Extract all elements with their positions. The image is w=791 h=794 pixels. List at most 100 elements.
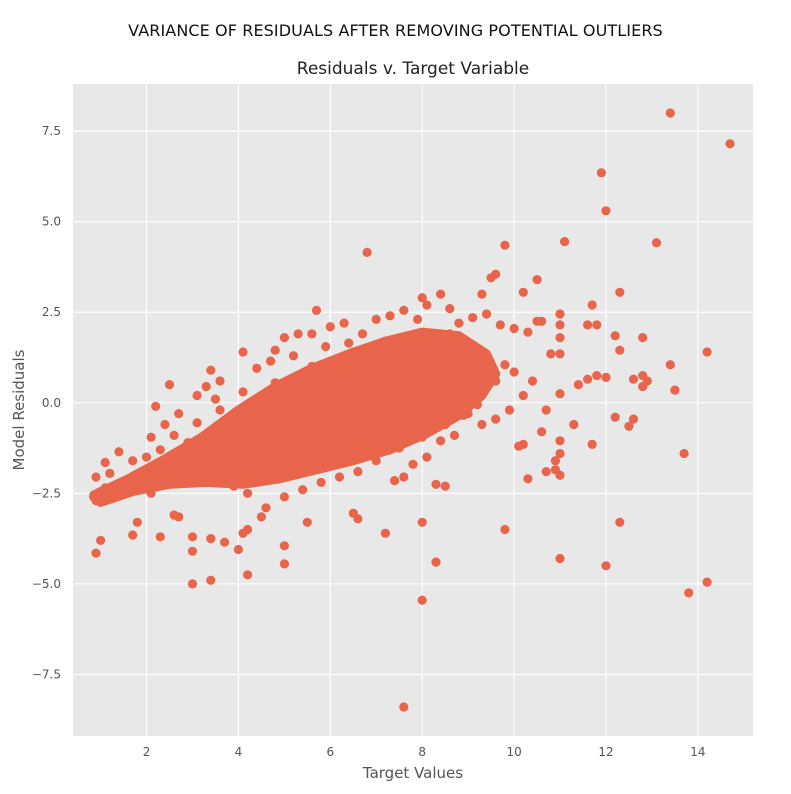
data-point	[279, 333, 289, 343]
data-point	[413, 314, 423, 324]
data-point	[550, 456, 561, 466]
data-point	[587, 439, 597, 449]
data-point	[408, 459, 418, 469]
data-point	[532, 275, 542, 285]
data-point	[477, 419, 487, 430]
x-tick-label: 12	[598, 745, 613, 759]
data-point	[339, 318, 349, 328]
data-point	[279, 541, 289, 551]
data-point	[702, 347, 712, 357]
data-point	[638, 333, 648, 343]
y-axis-title: Model Residuals	[10, 349, 28, 470]
data-point	[417, 293, 427, 303]
data-point	[500, 524, 510, 535]
figure-suptitle: VARIANCE OF RESIDUALS AFTER REMOVING POT…	[128, 21, 663, 40]
data-point	[569, 419, 579, 430]
data-point	[587, 300, 597, 310]
data-point	[518, 390, 528, 401]
data-point	[302, 517, 312, 527]
data-point	[155, 445, 165, 455]
data-point	[702, 577, 712, 587]
x-tick-label: 6	[326, 745, 334, 759]
data-point	[417, 517, 427, 527]
y-tick-label: 5.0	[42, 215, 61, 229]
data-point	[555, 320, 565, 330]
data-point	[615, 517, 625, 527]
data-point	[468, 313, 478, 323]
data-point	[601, 372, 611, 382]
data-point	[293, 329, 303, 339]
data-point	[431, 557, 441, 567]
data-point	[491, 414, 501, 424]
data-point	[192, 390, 202, 401]
data-point	[169, 430, 179, 440]
data-point	[486, 273, 496, 283]
data-point	[243, 488, 253, 498]
data-point	[316, 477, 326, 487]
data-point	[206, 534, 216, 544]
data-point	[541, 405, 551, 415]
data-point	[132, 517, 142, 527]
data-point	[215, 376, 225, 386]
data-point	[174, 409, 184, 419]
y-tick-label: −7.5	[32, 667, 61, 681]
data-point	[151, 401, 161, 411]
data-point	[252, 363, 262, 373]
data-point	[684, 588, 694, 598]
data-point	[160, 419, 170, 430]
y-tick-label: −5.0	[32, 577, 61, 591]
x-tick-label: 2	[143, 745, 151, 759]
data-point	[371, 314, 381, 324]
data-point	[555, 448, 565, 459]
data-point	[601, 561, 611, 571]
data-point	[91, 472, 101, 482]
data-point	[481, 309, 492, 319]
data-point	[537, 427, 547, 437]
y-tick-label: 2.5	[42, 305, 61, 319]
tick-labels: 2 4 6 8 10 12 14 −7.5 −5.0 −2.5 0.0 2.5 5.0 7.5	[32, 124, 706, 759]
data-point	[610, 412, 620, 422]
data-point	[555, 349, 565, 359]
data-point	[192, 418, 202, 428]
data-point	[298, 485, 308, 495]
dense-point-cloud	[89, 327, 501, 507]
data-point	[307, 329, 317, 339]
data-point	[187, 579, 198, 589]
data-point	[215, 405, 225, 415]
data-point	[573, 380, 584, 390]
data-point	[220, 537, 230, 547]
data-point	[527, 376, 538, 386]
data-point	[495, 320, 505, 330]
data-point	[233, 544, 243, 555]
data-point	[422, 452, 432, 462]
data-point	[523, 474, 533, 484]
x-tick-label: 8	[418, 745, 426, 759]
data-point	[615, 345, 625, 355]
data-point	[436, 436, 446, 446]
data-point	[353, 467, 363, 477]
data-point	[100, 457, 110, 468]
data-point	[238, 387, 248, 397]
data-point	[500, 360, 510, 370]
data-point	[399, 702, 409, 712]
data-point	[261, 503, 271, 513]
data-point	[514, 441, 524, 451]
data-point	[555, 553, 565, 564]
y-tick-label: −2.5	[32, 486, 61, 500]
data-point	[206, 365, 216, 375]
data-point	[624, 421, 634, 431]
x-tick-label: 14	[690, 745, 705, 759]
data-point	[321, 342, 331, 352]
data-point	[128, 456, 138, 466]
data-point	[243, 570, 253, 580]
x-tick-label: 4	[235, 745, 243, 759]
data-point	[288, 351, 299, 361]
y-tick-label: 0.0	[42, 396, 61, 410]
data-point	[256, 512, 266, 522]
data-point	[155, 532, 165, 542]
y-tick-label: 7.5	[42, 124, 61, 138]
data-point	[651, 238, 662, 248]
data-point	[169, 510, 179, 520]
data-point	[537, 316, 547, 326]
data-point	[555, 436, 565, 446]
